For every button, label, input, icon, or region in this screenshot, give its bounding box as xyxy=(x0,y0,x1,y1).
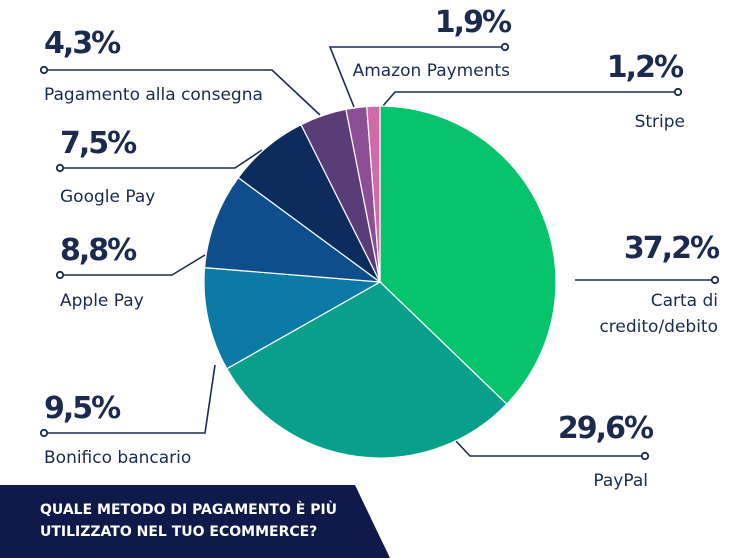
category-label-apple-pay: Apple Pay xyxy=(60,291,144,311)
percent-label-amazon-payments: 1,9% xyxy=(435,5,512,40)
leader-line-bonifico-bancario xyxy=(44,364,216,434)
pie-slice-carta-di-credito-debito xyxy=(379,105,557,405)
pie-slice-paypal xyxy=(226,281,508,459)
pie-slice-stripe xyxy=(366,105,381,283)
category-label-bonifico-bancario: Bonifico bancario xyxy=(44,448,191,468)
percent-label-google-pay: 7,5% xyxy=(60,126,137,161)
leader-dot-paypal xyxy=(640,451,650,461)
category-label-carta-di-credito-debito: credito/debito xyxy=(599,317,718,337)
leader-dot-pagamento-alla-consegna xyxy=(39,65,49,75)
leader-line-amazon-payments xyxy=(328,46,505,108)
leader-line-paypal xyxy=(454,439,645,457)
slice-labels: 37,2% Carta di credito/debito 29,6% PayPal 9,… xyxy=(44,5,722,491)
leader-line-google-pay xyxy=(60,149,263,169)
leader-line-apple-pay xyxy=(60,254,206,276)
title-banner xyxy=(0,485,390,558)
leader-lines xyxy=(39,42,720,461)
category-label-pagamento-alla-consegna: Pagamento alla consegna xyxy=(44,85,263,105)
category-label-stripe: Stripe xyxy=(635,112,685,132)
percent-label-apple-pay: 8,8% xyxy=(60,233,137,268)
pie-slice-bonifico-bancario xyxy=(203,266,382,370)
percent-label-stripe: 1,2% xyxy=(607,50,684,85)
chart-title: QUALE METODO DI PAGAMENTO È PIÙ UTILIZZA… xyxy=(40,502,338,540)
leader-dot-stripe xyxy=(673,87,683,97)
category-label-carta-di-credito-debito: Carta di xyxy=(651,291,718,311)
leader-line-pagamento-alla-consegna xyxy=(44,69,321,116)
leader-dot-bonifico-bancario xyxy=(39,428,49,438)
leader-dot-amazon-payments xyxy=(500,42,510,52)
leader-dot-apple-pay xyxy=(55,270,65,280)
leader-dot-google-pay xyxy=(55,163,65,173)
category-label-paypal: PayPal xyxy=(593,471,648,491)
pie-slices xyxy=(203,105,557,459)
category-label-amazon-payments: Amazon Payments xyxy=(353,61,511,81)
leader-dot-carta-di-credito-debito xyxy=(710,275,720,285)
pie-slice-apple-pay xyxy=(203,176,383,283)
leader-line-stripe xyxy=(381,91,678,108)
category-label-google-pay: Google Pay xyxy=(60,187,155,207)
percent-label-pagamento-alla-consegna: 4,3% xyxy=(44,26,121,61)
percent-label-carta-di-credito-debito: 37,2% xyxy=(624,231,720,266)
percent-label-paypal: 29,6% xyxy=(558,411,654,446)
percent-label-bonifico-bancario: 9,5% xyxy=(44,391,121,426)
